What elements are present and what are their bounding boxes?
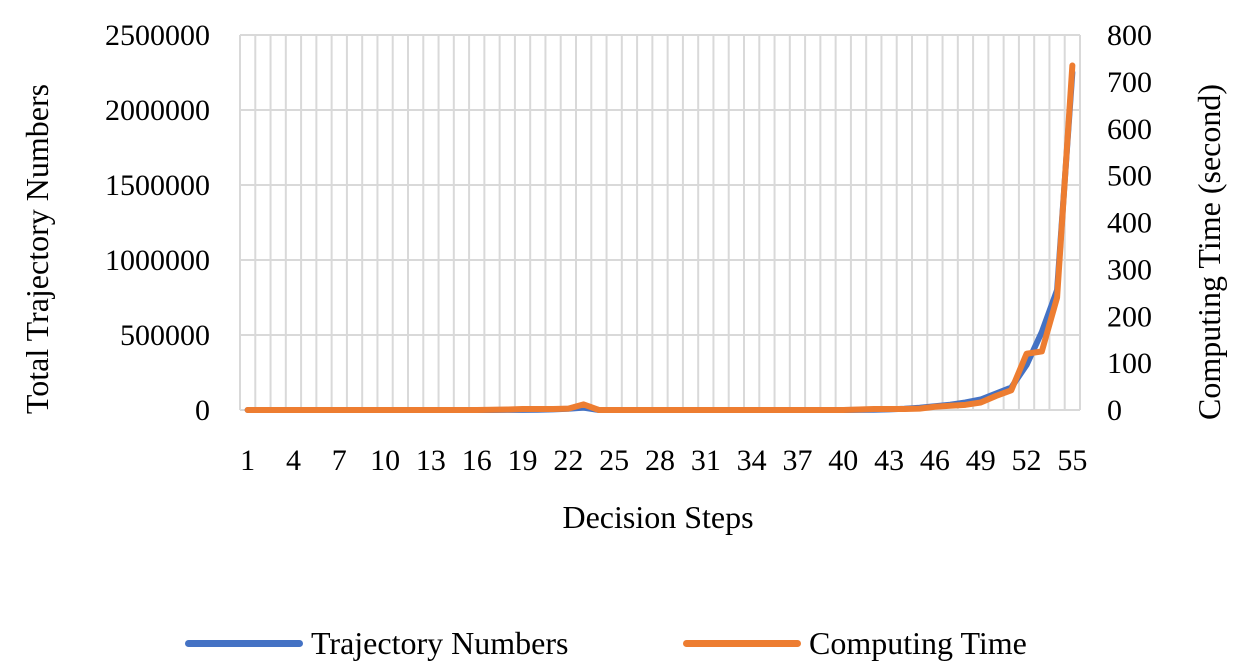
x-tick-label: 55 <box>1057 444 1087 477</box>
x-tick-label: 13 <box>416 444 446 477</box>
legend-item-computing-time: Computing Time <box>683 616 1027 670</box>
series-lines <box>244 62 1076 413</box>
x-axis-title: Decision Steps <box>562 499 753 535</box>
x-tick-label: 52 <box>1012 444 1042 477</box>
x-tick-label: 43 <box>874 444 904 477</box>
x-tick-label: 37 <box>782 444 812 477</box>
x-tick-label: 19 <box>508 444 538 477</box>
right-tick-label: 400 <box>1107 207 1152 240</box>
x-tick-label: 28 <box>645 444 675 477</box>
series-line-trajectory-numbers <box>244 69 1076 413</box>
left-tick-label: 0 <box>195 394 210 427</box>
x-tick-label: 10 <box>370 444 400 477</box>
left-tick-label: 1000000 <box>105 244 210 277</box>
x-tick-label: 40 <box>828 444 858 477</box>
left-tick-label: 1500000 <box>105 169 210 202</box>
right-axis-ticks: 0 100 200 300 400 500 600 700 800 <box>1107 19 1152 427</box>
right-tick-label: 800 <box>1107 19 1152 52</box>
legend-label-trajectory-numbers: Trajectory Numbers <box>311 624 569 661</box>
gridlines <box>239 34 1081 411</box>
x-tick-label: 49 <box>966 444 996 477</box>
right-tick-label: 500 <box>1107 160 1152 193</box>
right-tick-label: 100 <box>1107 347 1152 380</box>
x-tick-label: 7 <box>332 444 347 477</box>
right-tick-label: 200 <box>1107 300 1152 333</box>
x-tick-label: 34 <box>737 444 767 477</box>
right-tick-label: 700 <box>1107 66 1152 99</box>
series-line-computing-time <box>244 62 1076 413</box>
legend-swatch-trajectory-numbers <box>185 639 303 647</box>
legend-label-computing-time: Computing Time <box>809 624 1027 661</box>
left-axis-title: Total Trajectory Numbers <box>19 84 55 414</box>
x-tick-label: 16 <box>462 444 492 477</box>
x-axis-ticks: 1 4 7 10 13 16 19 22 25 28 31 34 37 40 43 46 49 52 55 <box>240 444 1087 477</box>
x-tick-label: 4 <box>286 444 301 477</box>
left-tick-label: 2000000 <box>105 94 210 127</box>
x-tick-label: 22 <box>553 444 583 477</box>
right-axis-title: Computing Time (second) <box>1191 84 1227 420</box>
legend-swatch-computing-time <box>683 639 801 647</box>
right-tick-label: 300 <box>1107 253 1152 286</box>
legend: Trajectory Numbers Computing Time <box>0 616 1244 670</box>
x-tick-label: 25 <box>599 444 629 477</box>
left-tick-label: 500000 <box>120 319 210 352</box>
x-tick-label: 31 <box>691 444 721 477</box>
left-axis-ticks: 0 500000 1000000 1500000 2000000 2500000 <box>105 19 210 427</box>
x-tick-label: 1 <box>240 444 255 477</box>
x-tick-label: 46 <box>920 444 950 477</box>
right-tick-label: 600 <box>1107 113 1152 146</box>
left-tick-label: 2500000 <box>105 19 210 52</box>
right-tick-label: 0 <box>1107 394 1122 427</box>
legend-item-trajectory-numbers: Trajectory Numbers <box>185 616 568 670</box>
